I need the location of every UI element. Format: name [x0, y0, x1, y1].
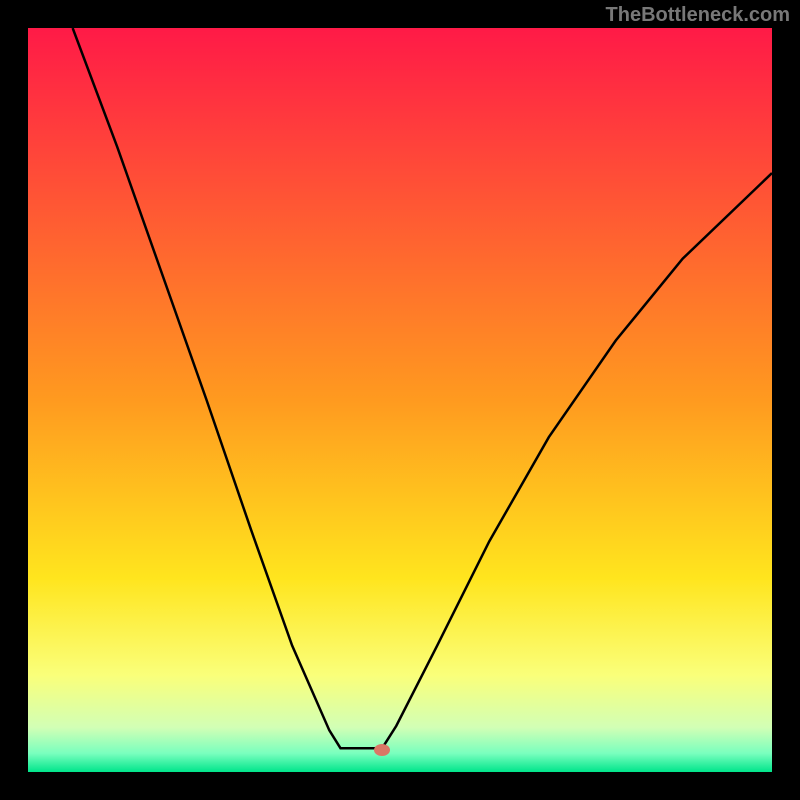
plot-area — [28, 28, 772, 772]
bottleneck-curve — [73, 28, 772, 748]
curve-svg — [28, 28, 772, 772]
optimum-marker — [374, 744, 390, 756]
watermark-text: TheBottleneck.com — [606, 4, 790, 27]
